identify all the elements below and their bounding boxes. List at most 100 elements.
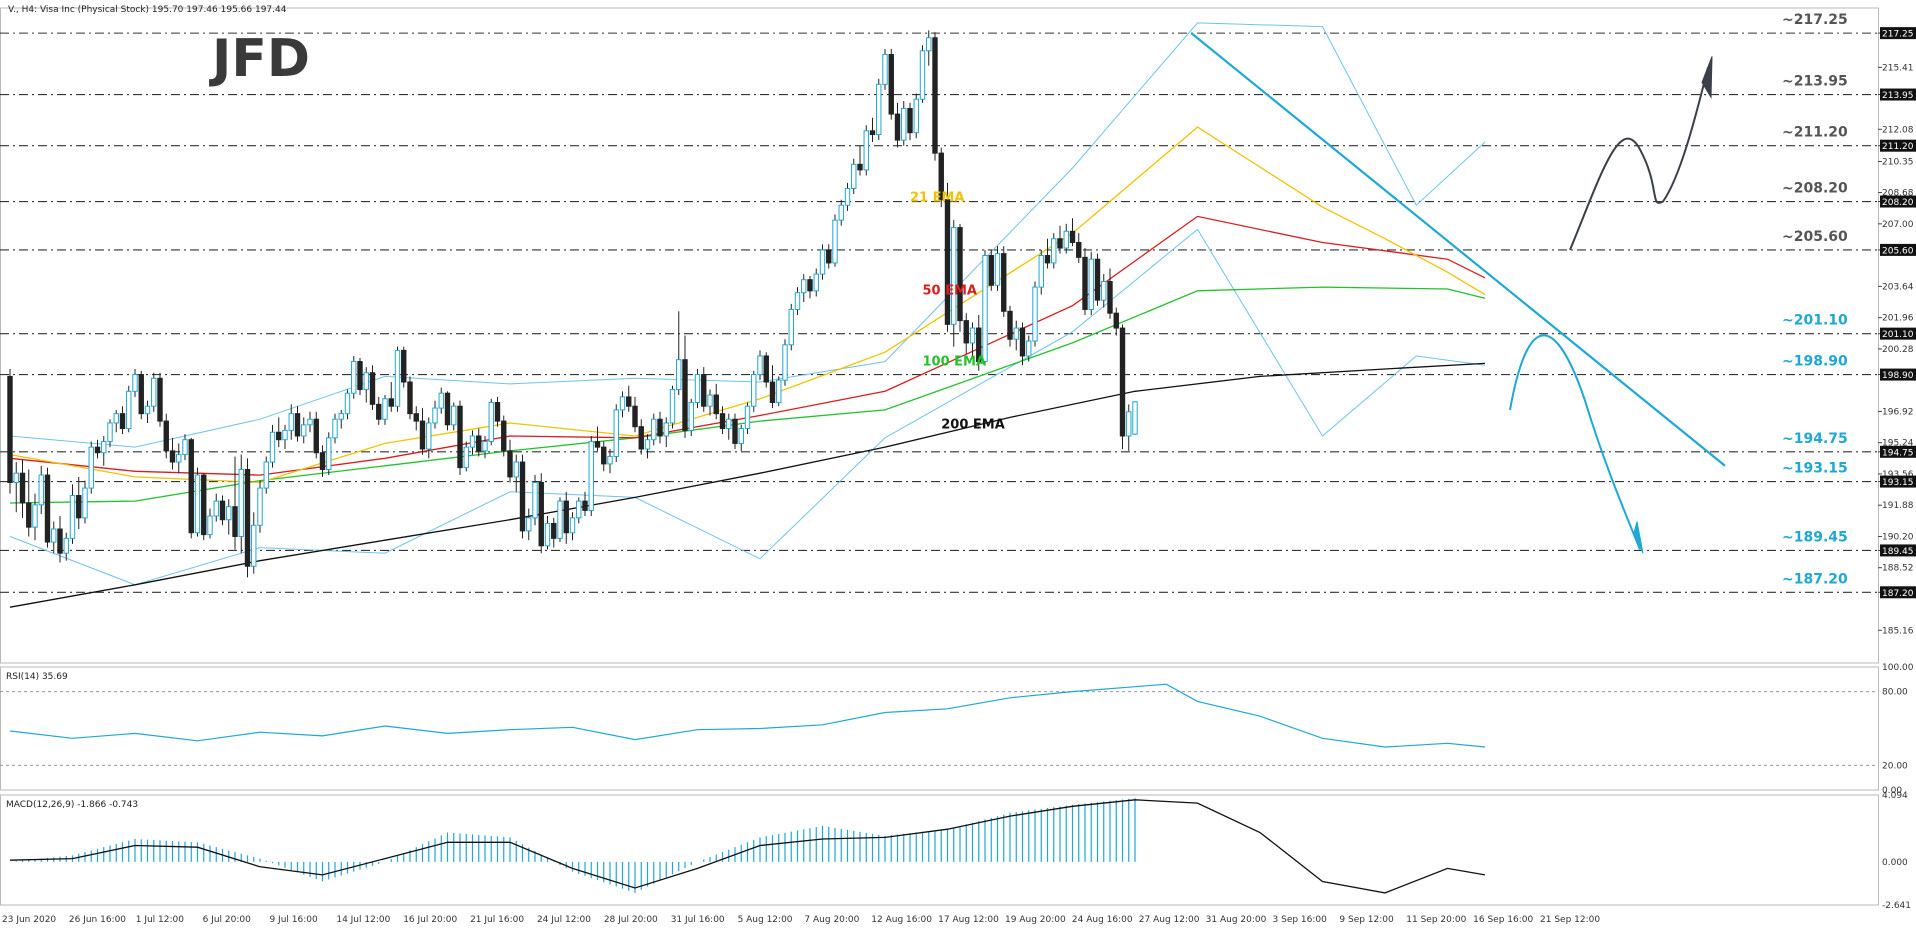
level-label: ~193.15 — [1782, 461, 1848, 477]
price-tick-label: 195.24 — [1882, 439, 1914, 449]
candle-bull — [738, 428, 744, 444]
candle-bear — [763, 355, 769, 383]
candle-bull — [744, 405, 751, 430]
level-label: ~198.90 — [1782, 354, 1848, 370]
x-tick-label: 19 Aug 20:00 — [1005, 915, 1066, 925]
level-tag: 217.25 — [1882, 30, 1914, 40]
x-tick-label: 24 Aug 16:00 — [1072, 915, 1133, 925]
candle-bull — [69, 495, 76, 539]
candle-bull — [13, 472, 19, 484]
candle-bear — [932, 37, 938, 154]
level-label: ~205.60 — [1782, 229, 1848, 245]
candle-bull — [801, 279, 807, 294]
candle-bull — [757, 355, 763, 376]
candle-bear — [1082, 256, 1088, 310]
rsi-tick-label: 20.00 — [1882, 761, 1908, 771]
candle-bull — [326, 437, 332, 470]
candle-bear — [894, 113, 901, 141]
candle-bear — [907, 107, 913, 134]
candle-bull — [851, 163, 857, 189]
price-tick-label: 208.68 — [1882, 189, 1914, 199]
level-label: ~194.75 — [1782, 431, 1848, 447]
x-tick-label: 5 Aug 12:00 — [738, 915, 793, 925]
level-label: ~217.25 — [1782, 12, 1848, 28]
candle-bear — [1007, 310, 1013, 340]
candle-bear — [594, 441, 601, 448]
candle-bear — [1113, 312, 1119, 329]
candle-bear — [1057, 238, 1063, 249]
level-tag-bg — [1880, 445, 1916, 458]
candle-bull — [576, 500, 582, 519]
candle-bear — [44, 474, 51, 543]
candle-bear — [476, 435, 482, 452]
candle-bear — [826, 249, 832, 264]
candle-bull — [913, 98, 919, 134]
x-tick-label: 17 Aug 12:00 — [938, 915, 999, 925]
candle-bull — [1132, 401, 1138, 435]
level-tag: 194.75 — [1882, 448, 1914, 458]
candle-bull — [451, 405, 457, 426]
candle-bull — [544, 522, 551, 547]
candle-bull — [101, 441, 107, 454]
candle-bear — [369, 372, 376, 405]
candle-bear — [501, 420, 507, 452]
price-tick-label: 190.20 — [1882, 532, 1914, 542]
candle-bull — [676, 359, 682, 390]
candle-bull — [288, 413, 294, 431]
macd-signal-line — [9, 799, 1486, 894]
ema-label: 50 EMA — [923, 284, 978, 299]
candle-bull — [1126, 411, 1132, 437]
candle-bull — [982, 254, 988, 363]
candle-bear — [944, 199, 951, 325]
candle-bull — [282, 429, 288, 441]
macd-title: MACD(12,26,9) -1.866 -0.743 — [6, 800, 138, 810]
candle-bear — [26, 502, 32, 528]
candle-bull — [438, 392, 444, 409]
candle-bear — [869, 130, 876, 136]
candle-bull — [532, 482, 538, 519]
candle-bear — [1019, 327, 1026, 357]
candle-bull — [63, 537, 69, 554]
candle-bull — [176, 454, 182, 463]
candle-bear — [769, 381, 776, 403]
candle-bear — [963, 320, 969, 344]
candle-bull — [832, 219, 838, 264]
bollinger-upper-line — [9, 22, 1486, 448]
ema-label: 21 EMA — [910, 191, 965, 206]
x-tick-label: 12 Aug 16:00 — [871, 915, 932, 925]
candle-bull — [263, 461, 269, 489]
candle-bull — [257, 487, 263, 526]
candle-bull — [951, 227, 957, 325]
candle-bull — [776, 379, 782, 403]
candle-bear — [938, 152, 944, 201]
candle-bull — [901, 107, 907, 141]
candle-bull — [126, 390, 132, 430]
bearish-scenario-arrow — [1509, 334, 1641, 550]
ema-100-line — [9, 286, 1486, 504]
candle-bear — [538, 482, 544, 547]
macd-panel-frame — [0, 794, 1879, 906]
candle-bear — [457, 405, 463, 469]
candle-bull — [669, 388, 676, 424]
candle-bull — [876, 83, 882, 136]
candle-bull — [88, 446, 94, 489]
candle-bear — [1094, 258, 1101, 301]
rsi-panel-frame — [0, 666, 1879, 791]
price-tick-label: 203.64 — [1882, 282, 1914, 292]
candle-bull — [926, 37, 932, 52]
candle-bear — [169, 450, 176, 463]
price-panel-frame — [0, 7, 1879, 664]
x-tick-label: 16 Jul 20:00 — [403, 915, 457, 925]
x-tick-label: 9 Jul 16:00 — [269, 915, 318, 925]
candle-bull — [182, 439, 188, 456]
candle-bear — [601, 446, 607, 465]
candle-bull — [513, 461, 519, 478]
candle-bear — [632, 405, 638, 428]
x-tick-label: 16 Sep 16:00 — [1473, 915, 1533, 925]
candle-bull — [882, 54, 888, 85]
candle-bull — [344, 392, 351, 415]
candle-bear — [1069, 230, 1076, 243]
candle-bull — [569, 517, 576, 534]
